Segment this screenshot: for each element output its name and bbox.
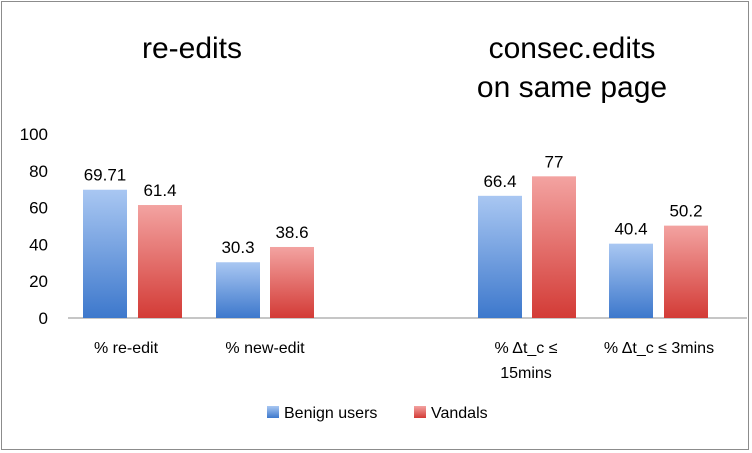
bar-benign-users bbox=[478, 195, 522, 318]
category-label: % re-edit bbox=[94, 340, 159, 357]
legend-label: Vandals bbox=[431, 405, 488, 422]
bar-vandals bbox=[270, 246, 314, 318]
titles-layer: re-edits consec.edits on same page bbox=[142, 32, 667, 104]
bar-benign-users bbox=[216, 262, 260, 318]
data-label: 50.2 bbox=[669, 202, 702, 221]
data-label: 30.3 bbox=[221, 238, 254, 257]
bar-benign-users bbox=[83, 189, 127, 318]
bar-vandals bbox=[138, 205, 182, 318]
category-label: % Δt_c ≤ 3mins bbox=[604, 340, 714, 357]
legend-label: Benign users bbox=[284, 405, 377, 422]
y-tick-label: 60 bbox=[29, 199, 48, 218]
legend: Benign users Vandals bbox=[267, 405, 488, 422]
data-label: 69.71 bbox=[84, 166, 127, 185]
y-tick-label: 0 bbox=[39, 309, 48, 328]
category-label: % Δt_c ≤ bbox=[494, 340, 557, 357]
data-label: 61.4 bbox=[143, 181, 176, 200]
legend-swatch-vandals bbox=[414, 406, 426, 418]
group-title: consec.edits bbox=[489, 32, 656, 65]
data-label: 66.4 bbox=[483, 172, 516, 191]
group-title: on same page bbox=[477, 71, 667, 104]
category-labels-layer: % re-edit % new-edit % Δt_c ≤ 15mins % Δt_c … bbox=[94, 340, 714, 382]
y-tick-label: 20 bbox=[29, 272, 48, 291]
bar-vandals bbox=[664, 225, 708, 318]
y-tick-label: 100 bbox=[20, 125, 48, 144]
data-label: 38.6 bbox=[275, 223, 308, 242]
category-label: 15mins bbox=[500, 365, 552, 382]
category-label: % new-edit bbox=[225, 340, 305, 357]
bar-vandals bbox=[532, 176, 576, 318]
bar-benign-users bbox=[609, 243, 653, 318]
data-label: 77 bbox=[545, 152, 564, 171]
y-tick-label: 40 bbox=[29, 235, 48, 254]
group-title: re-edits bbox=[142, 32, 242, 65]
data-label: 40.4 bbox=[614, 220, 647, 239]
bars-layer bbox=[83, 176, 708, 318]
data-labels-layer: 69.71 61.4 30.3 38.6 66.4 77 40.4 50.2 bbox=[84, 152, 703, 257]
y-tick-label: 80 bbox=[29, 162, 48, 181]
legend-swatch-benign bbox=[267, 406, 279, 418]
